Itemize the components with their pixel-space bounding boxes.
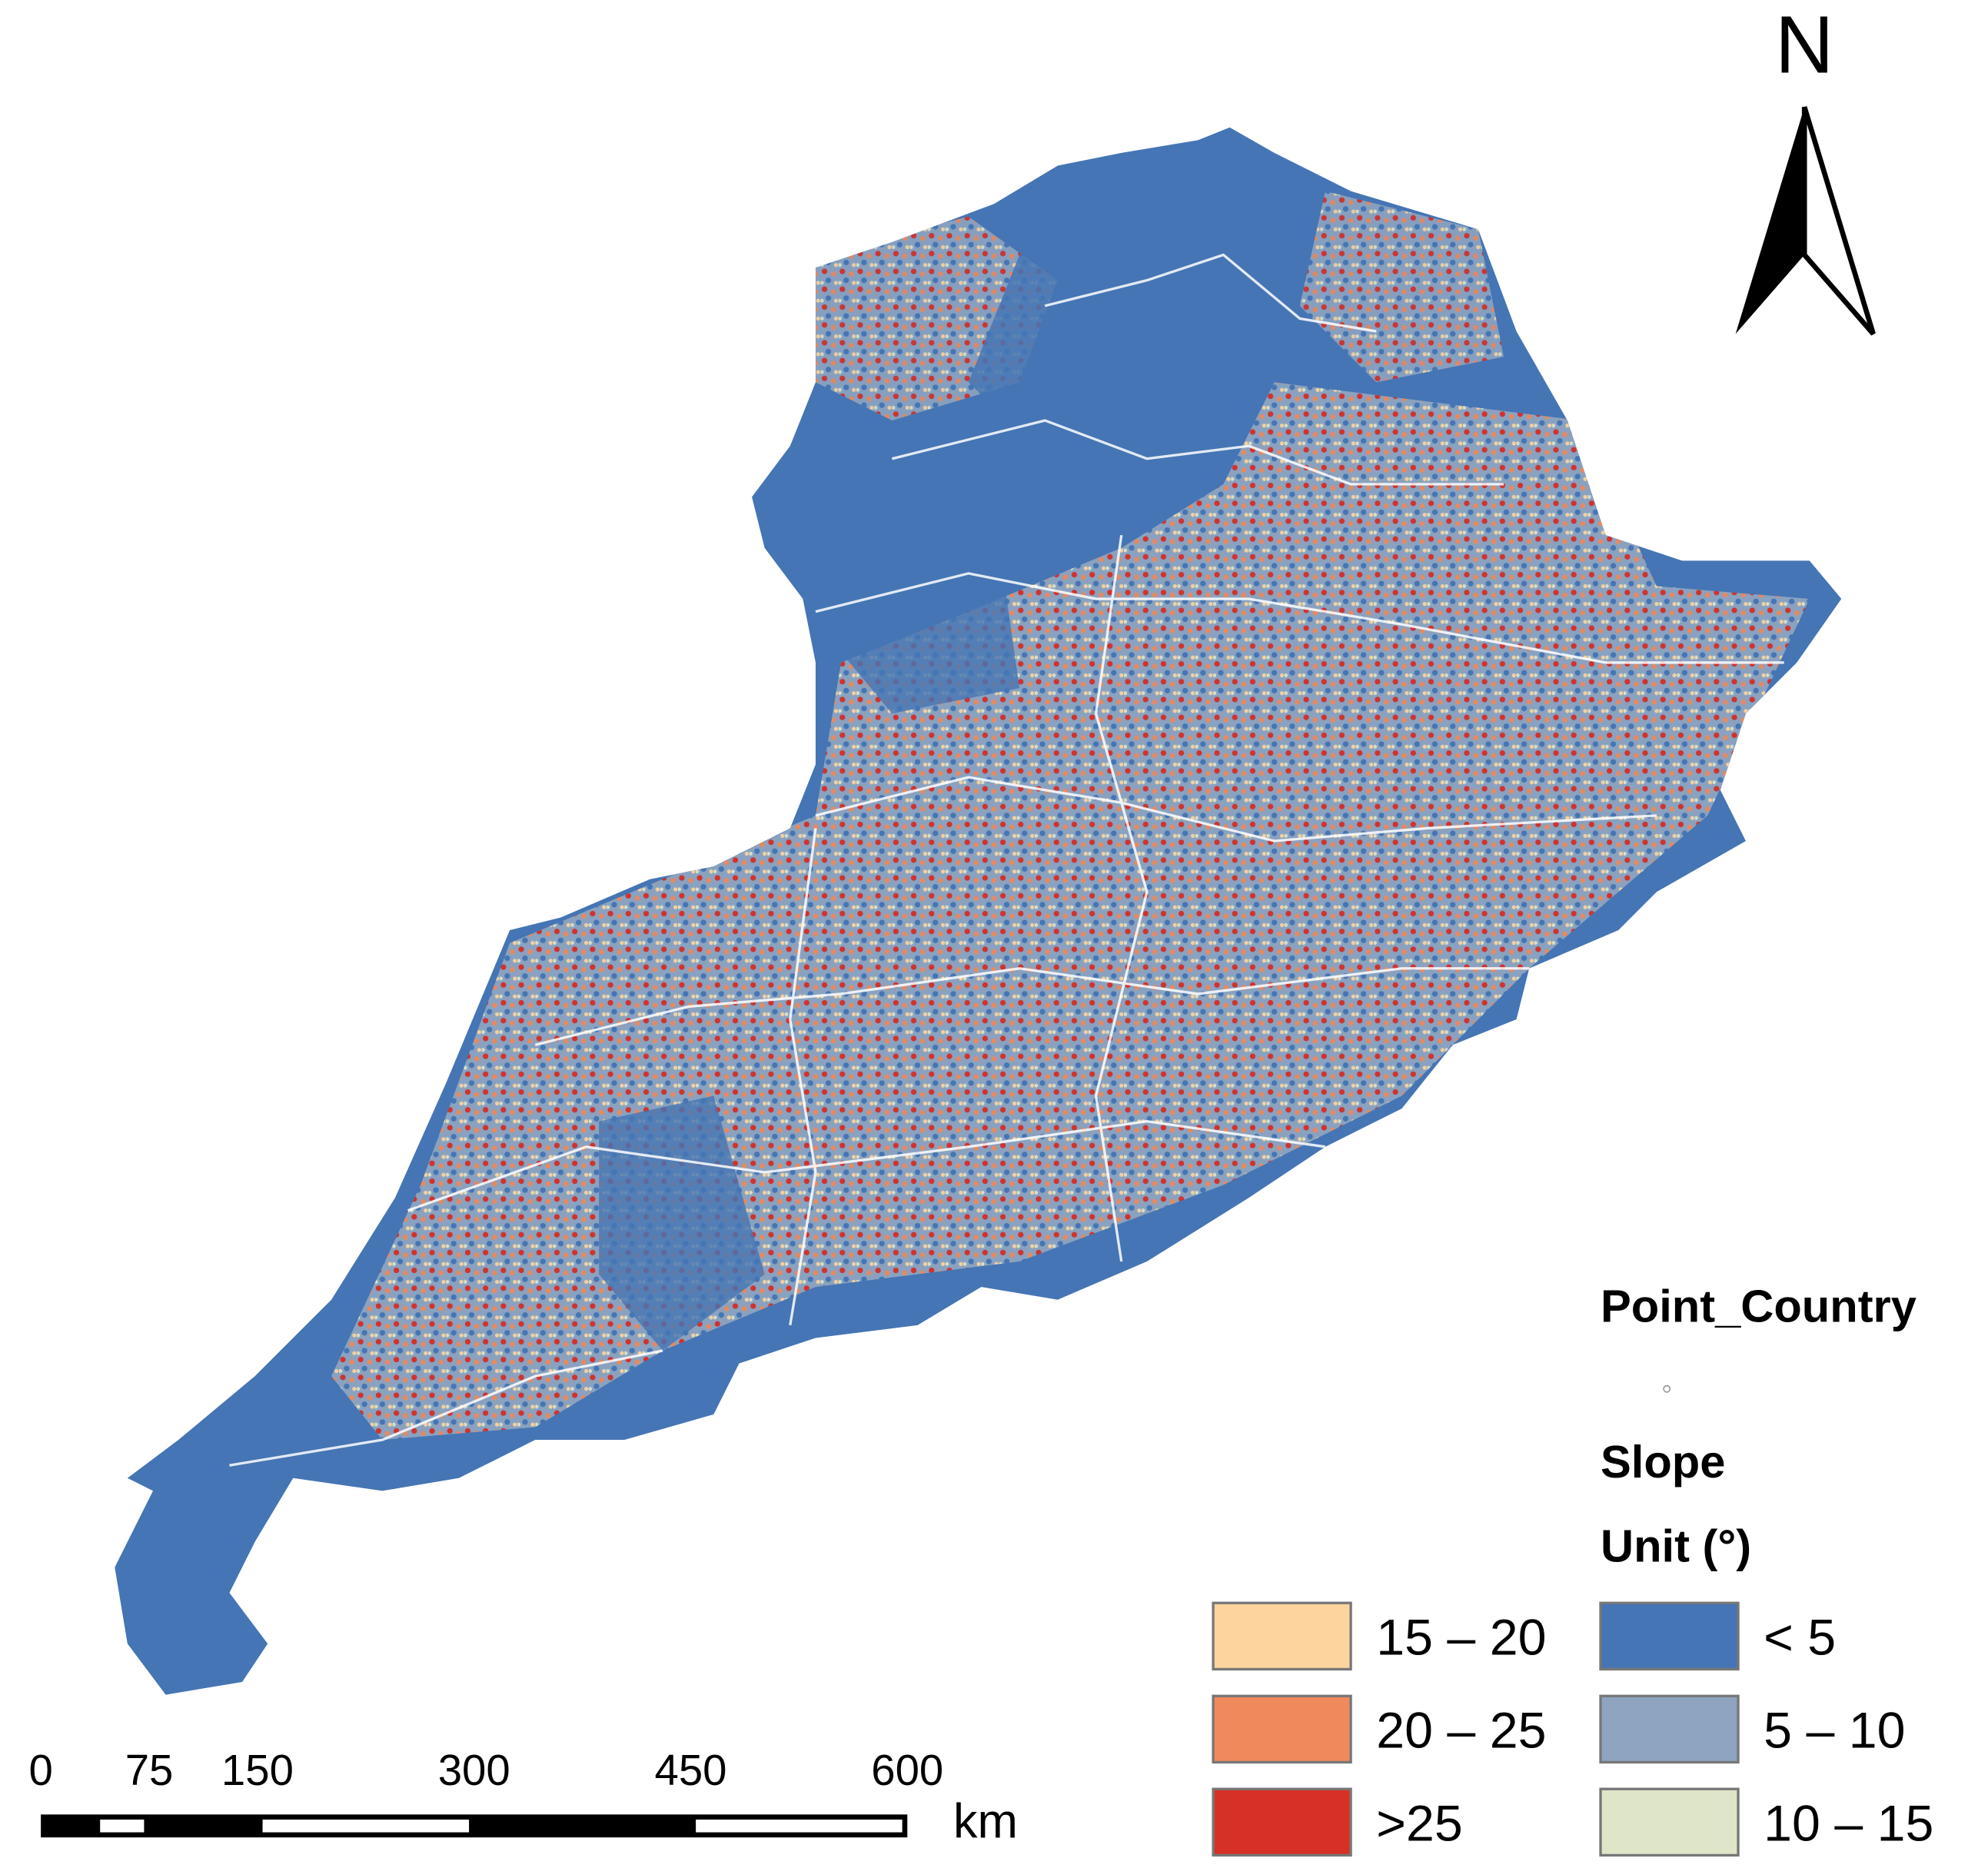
legend-label: < 5 bbox=[1764, 1609, 1836, 1666]
scale-tick-label: 300 bbox=[438, 1746, 510, 1794]
scale-unit: km bbox=[953, 1794, 1018, 1848]
scale-segment bbox=[100, 1820, 145, 1833]
legend-label: 5 – 10 bbox=[1764, 1702, 1905, 1759]
scale-tick-label: 600 bbox=[871, 1746, 943, 1794]
legend-layer: Slope bbox=[1601, 1436, 1725, 1487]
legend-swatch bbox=[1212, 1601, 1352, 1671]
legend-swatch bbox=[1212, 1787, 1352, 1857]
legend-swatch bbox=[1212, 1694, 1352, 1764]
north-arrow: N bbox=[1735, 0, 1876, 336]
scale-segment bbox=[262, 1820, 470, 1833]
legend-swatch bbox=[1599, 1694, 1740, 1764]
scale-tick-label: 0 bbox=[28, 1746, 52, 1794]
scale-segment bbox=[696, 1820, 903, 1833]
legend-label: 10 – 15 bbox=[1764, 1795, 1933, 1852]
north-label: N bbox=[1775, 0, 1834, 90]
legend-swatch bbox=[1599, 1787, 1740, 1857]
scale-tick-label: 450 bbox=[654, 1746, 726, 1794]
legend-label: >25 bbox=[1376, 1795, 1462, 1852]
legend-unit: Unit (°) bbox=[1601, 1520, 1751, 1571]
county-boundaries bbox=[229, 253, 1784, 1467]
point-symbol bbox=[1663, 1384, 1671, 1393]
legend-swatch bbox=[1599, 1601, 1740, 1671]
scale-tick-label: 75 bbox=[125, 1746, 174, 1794]
legend-label: 20 – 25 bbox=[1376, 1702, 1546, 1759]
legend-label: 15 – 20 bbox=[1376, 1609, 1546, 1666]
scale-tick-label: 150 bbox=[221, 1746, 294, 1794]
legend-title: Point_Country bbox=[1601, 1281, 1917, 1332]
legend: 15 – 20 20 – 25 >25 < 5 5 – 10 10 – 15 bbox=[1212, 1601, 1933, 1857]
